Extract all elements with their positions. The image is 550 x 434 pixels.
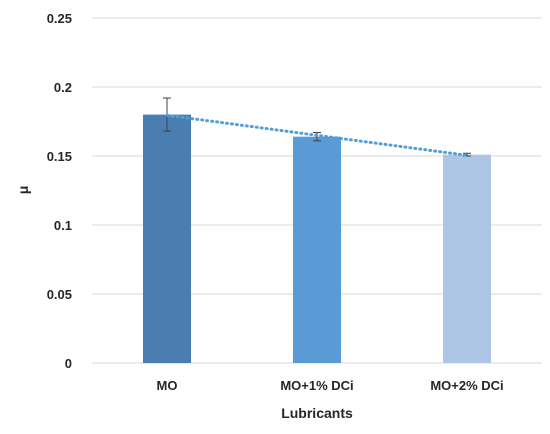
y-tick-label: 0.15 [47,149,72,164]
y-axis-title: μ [15,186,31,195]
y-tick-label: 0.1 [54,218,72,233]
y-tick-label: 0 [65,356,72,371]
x-tick-label: MO [157,378,178,393]
y-tick-label: 0.05 [47,287,72,302]
x-axis-title: Lubricants [281,405,353,421]
trendline [165,113,469,157]
x-tick-label: MO+1% DCi [280,378,353,393]
bar [143,114,191,363]
bars [143,114,491,363]
y-axis-ticks: 0 0.05 0.1 0.15 0.2 0.25 [47,11,72,371]
y-tick-label: 0.25 [47,11,72,26]
x-axis-ticks: MO MO+1% DCi MO+2% DCi [157,378,504,393]
bar [293,136,341,363]
trendline-line [165,113,469,157]
bar [443,154,491,363]
y-tick-label: 0.2 [54,80,72,95]
x-tick-label: MO+2% DCi [430,378,503,393]
